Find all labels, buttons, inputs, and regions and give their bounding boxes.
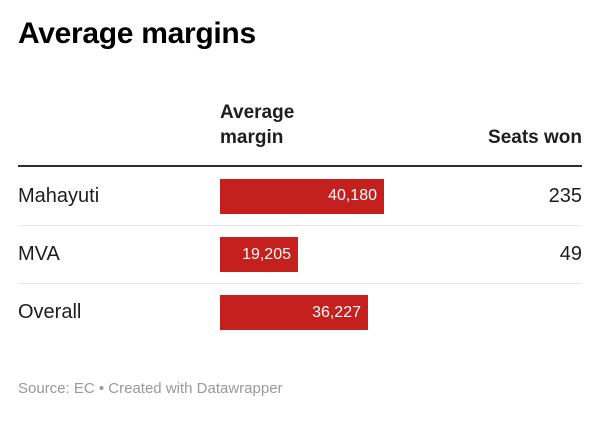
seats-value: 235 (548, 184, 582, 207)
seats-value: 49 (559, 243, 582, 266)
row-label: MVA (18, 243, 60, 266)
bar-cell: 40,180 (220, 178, 452, 214)
margin-bar: 19,205 (220, 237, 298, 273)
margin-bar-value: 36,227 (312, 303, 361, 321)
margins-table: Average margin Seats won Mahayuti 40,180… (18, 100, 582, 341)
bar-cell: 36,227 (220, 295, 452, 331)
margin-bar-value: 19,205 (242, 245, 291, 263)
source-attribution: Source: EC • Created with Datawrapper (18, 380, 283, 398)
row-label: Mahayuti (18, 184, 100, 207)
margin-bar: 40,180 (220, 178, 384, 214)
table-row-mahayuti: Mahayuti 40,180 235 (18, 167, 582, 225)
margin-bar-value: 40,180 (328, 187, 377, 205)
seats-won-column-header: Seats won (488, 127, 582, 149)
row-label: Overall (18, 301, 82, 324)
table-row-mva: MVA 19,205 49 (18, 225, 582, 283)
average-margin-column-header: Average margin (220, 102, 295, 149)
table-row-overall: Overall 36,227 (18, 283, 582, 341)
bar-cell: 19,205 (220, 237, 452, 273)
table-header-row: Average margin Seats won (18, 100, 582, 168)
chart-container: Average margins Average margin Seats won… (18, 17, 582, 398)
chart-title: Average margins (18, 17, 256, 50)
margin-bar: 36,227 (220, 295, 368, 331)
